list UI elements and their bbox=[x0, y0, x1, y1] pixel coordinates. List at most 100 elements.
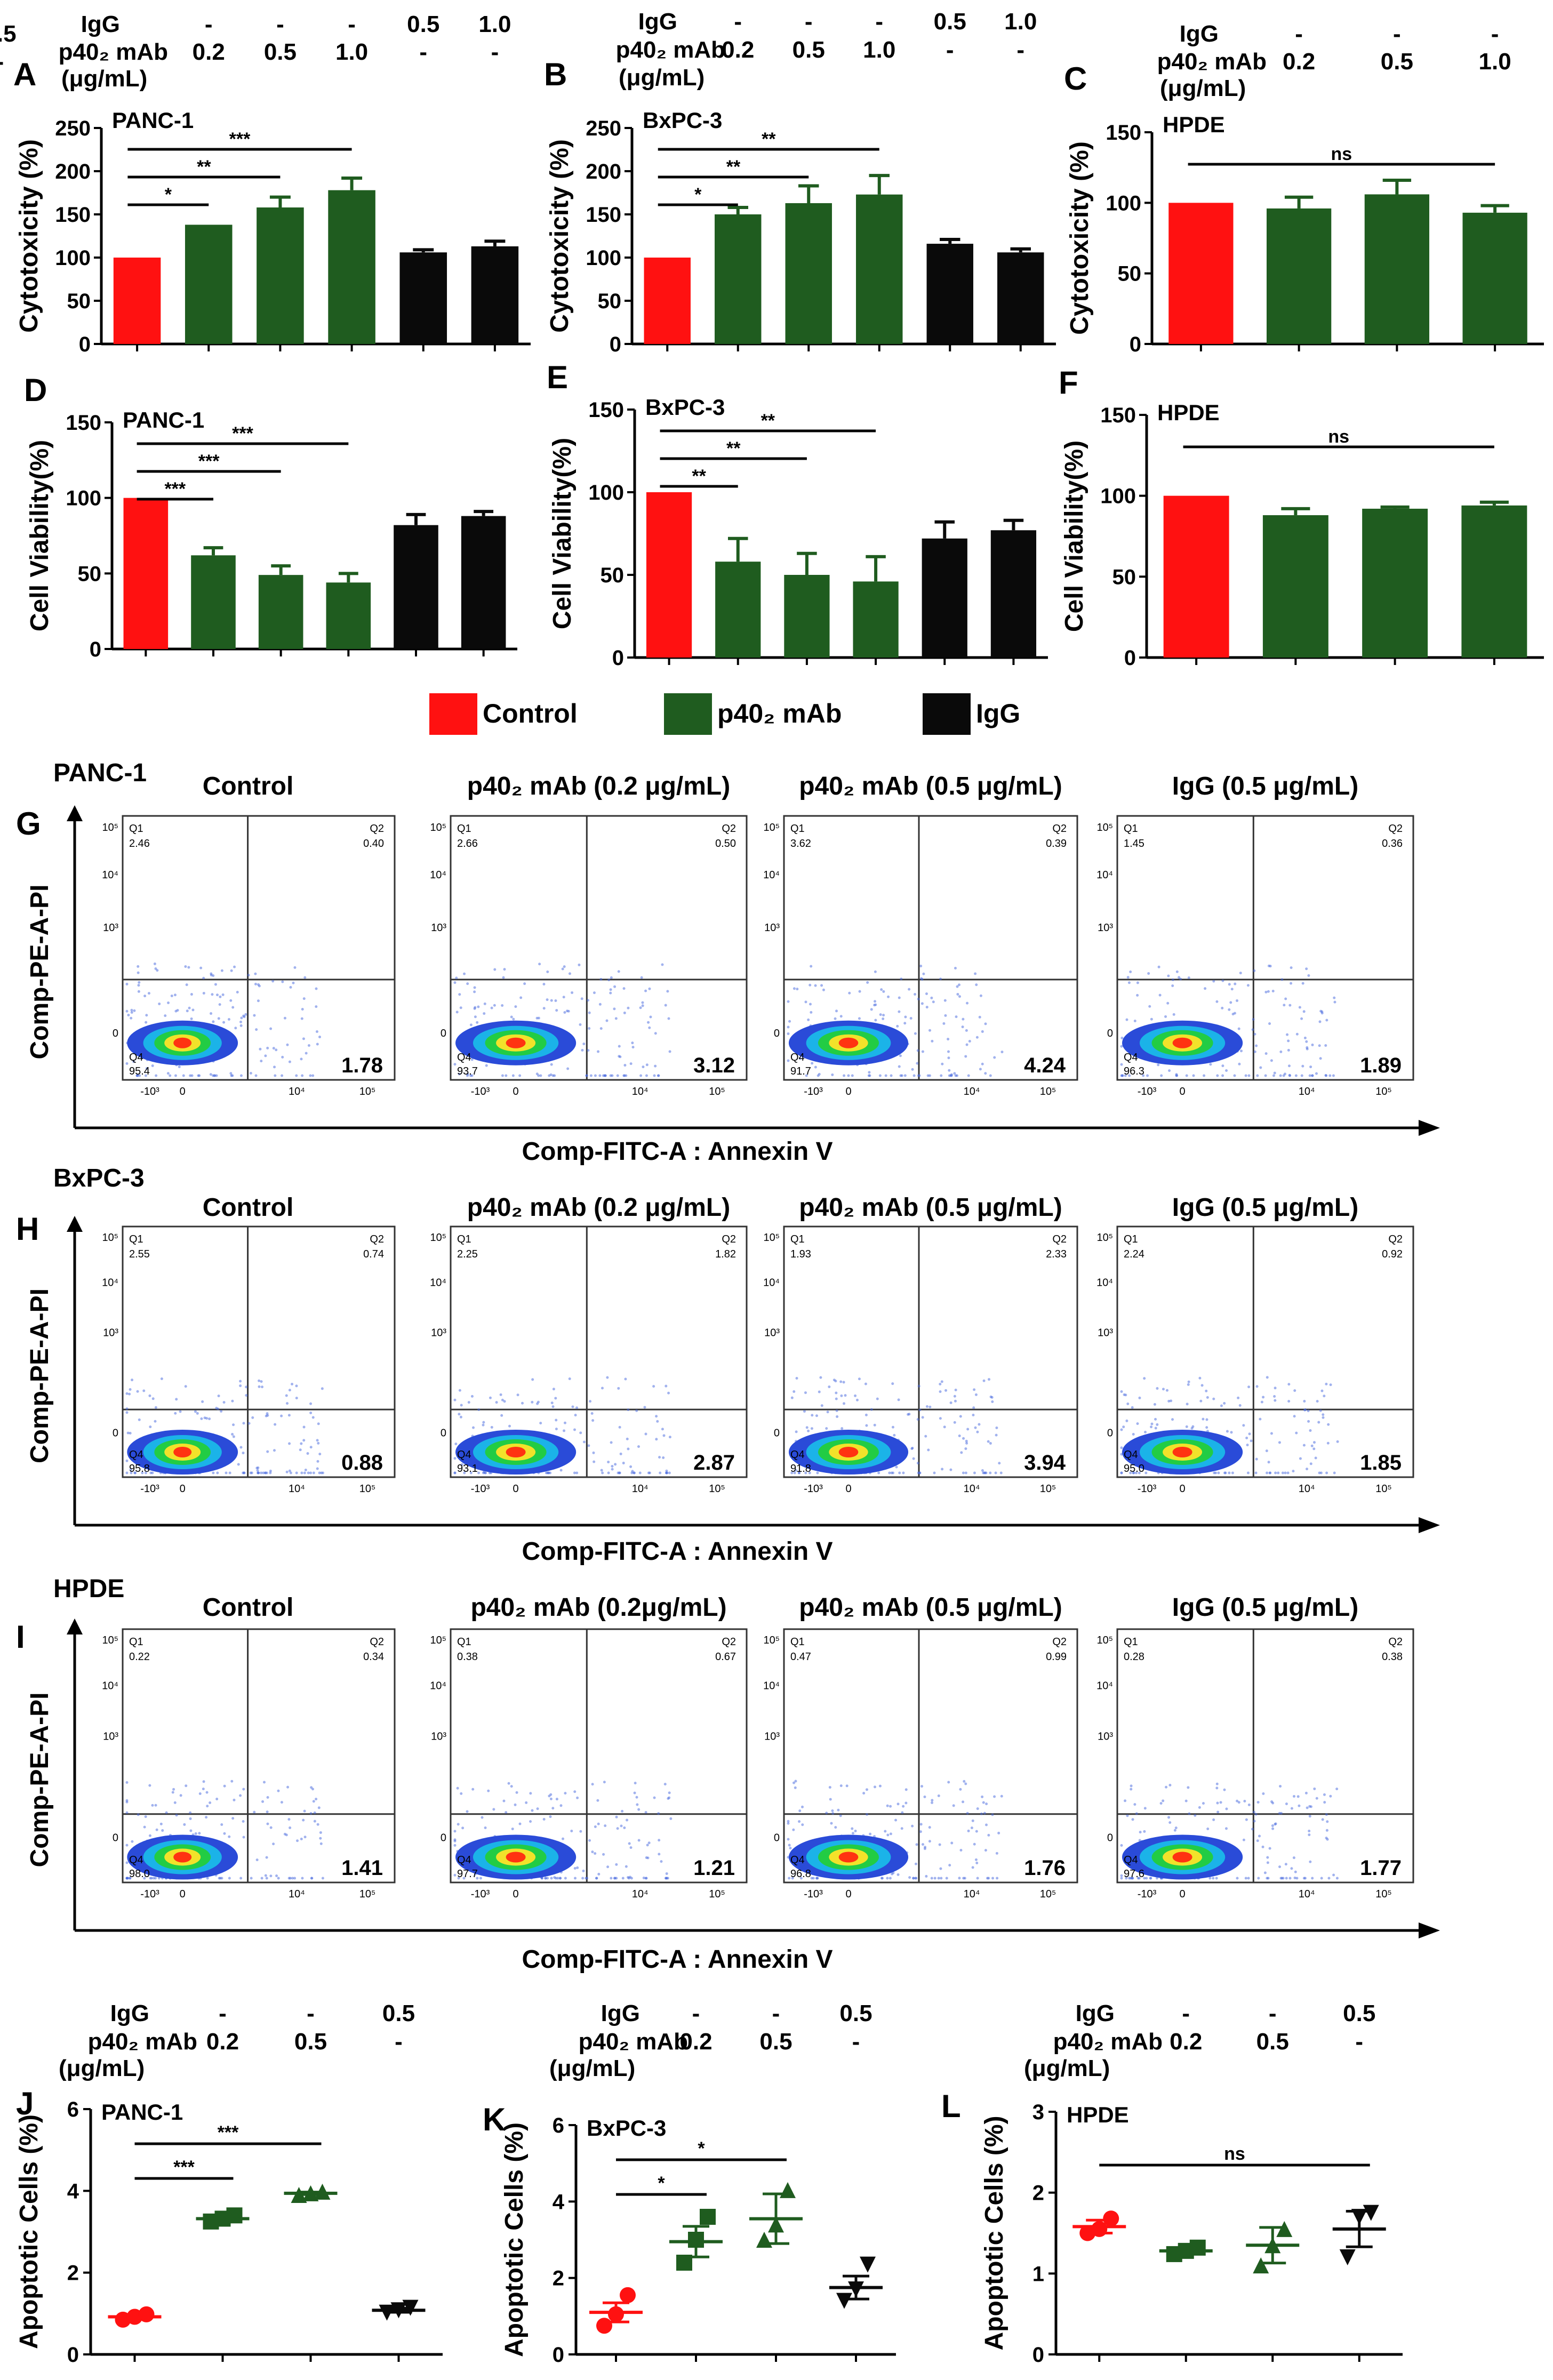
event-dot bbox=[647, 1021, 650, 1024]
density-contour bbox=[173, 1447, 192, 1457]
event-dot bbox=[145, 1067, 148, 1070]
y-tick-label: 50 bbox=[78, 562, 102, 586]
event-dot bbox=[998, 1462, 1001, 1465]
event-dot bbox=[239, 1020, 243, 1023]
event-dot bbox=[964, 1471, 967, 1475]
event-dot bbox=[239, 1384, 242, 1388]
event-dot bbox=[787, 1838, 790, 1841]
igg-row-label: IgG bbox=[601, 2000, 640, 2026]
legend: Control p40₂ mAb IgG bbox=[429, 693, 1020, 735]
event-dot bbox=[1274, 1387, 1277, 1390]
event-dot bbox=[461, 1826, 465, 1830]
y-axis-label: Cell Viability(%) bbox=[1060, 440, 1088, 632]
density-contour bbox=[173, 1852, 192, 1863]
event-dot bbox=[899, 1074, 902, 1077]
flow-panel-title: p40₂ mAb (0.5 μg/mL) bbox=[799, 1593, 1062, 1622]
event-dot bbox=[916, 1462, 919, 1465]
event-dot bbox=[1335, 1877, 1339, 1880]
event-dot bbox=[645, 1063, 649, 1067]
event-dot bbox=[289, 1471, 292, 1475]
event-dot bbox=[280, 1414, 283, 1417]
event-dot bbox=[216, 1471, 219, 1475]
igg-dose: - bbox=[1491, 21, 1499, 47]
quadrant-value-q4: 95.4 bbox=[129, 1065, 150, 1077]
x-tick-label: 0 bbox=[845, 1483, 851, 1495]
x-axis-arrow bbox=[1419, 1517, 1440, 1533]
event-dot bbox=[455, 976, 458, 980]
significance-label: * bbox=[165, 185, 172, 205]
quadrant-label-q1: Q1 bbox=[457, 823, 471, 835]
event-dot bbox=[1245, 1437, 1248, 1440]
event-dot bbox=[794, 1786, 797, 1789]
event-dot bbox=[1150, 1425, 1153, 1429]
event-dot bbox=[199, 966, 203, 969]
event-dot bbox=[993, 1056, 996, 1059]
event-dot bbox=[659, 1471, 662, 1475]
event-dot bbox=[933, 1877, 936, 1880]
data-point bbox=[226, 2207, 243, 2224]
unit-label: (μg/mL) bbox=[619, 65, 705, 91]
event-dot bbox=[319, 1842, 323, 1845]
event-dot bbox=[273, 1449, 276, 1452]
event-dot bbox=[154, 1804, 157, 1807]
event-dot bbox=[896, 1024, 899, 1028]
p40-dose: 0.5 bbox=[1256, 2029, 1289, 2055]
x-tick-label: -10³ bbox=[804, 1483, 823, 1495]
y-tick-label: 150 bbox=[55, 203, 91, 227]
event-dot bbox=[211, 993, 214, 996]
event-dot bbox=[460, 1463, 463, 1466]
event-dot bbox=[564, 1792, 567, 1795]
event-dot bbox=[640, 976, 643, 979]
event-dot bbox=[1309, 1462, 1312, 1465]
event-dot bbox=[1142, 1074, 1145, 1077]
y-axis-label: Apoptotic Cells (%) bbox=[980, 2116, 1008, 2351]
event-dot bbox=[1238, 1404, 1242, 1407]
event-dot bbox=[125, 1062, 129, 1065]
event-dot bbox=[1125, 1877, 1128, 1880]
event-dot bbox=[587, 999, 590, 1002]
significance-label: ns bbox=[1224, 2144, 1245, 2164]
event-dot bbox=[649, 1015, 652, 1019]
igg-dose: 0.5 bbox=[382, 2000, 415, 2026]
event-dot bbox=[965, 1439, 968, 1443]
y-tick-label: 150 bbox=[588, 398, 624, 422]
event-dot bbox=[843, 1402, 846, 1405]
event-dot bbox=[1259, 1417, 1262, 1421]
event-dot bbox=[258, 1379, 261, 1382]
event-dot bbox=[636, 1803, 639, 1806]
event-dot bbox=[539, 1422, 542, 1425]
event-dot bbox=[874, 1785, 877, 1789]
bar-control bbox=[1168, 203, 1234, 344]
event-dot bbox=[515, 1791, 518, 1794]
event-dot bbox=[940, 1074, 943, 1077]
event-dot bbox=[259, 1047, 262, 1051]
event-dot bbox=[891, 1872, 894, 1876]
p40-dose: 0.5 bbox=[264, 39, 297, 65]
event-dot bbox=[1292, 1795, 1295, 1798]
event-dot bbox=[1120, 1874, 1123, 1877]
event-dot bbox=[1242, 1424, 1245, 1427]
event-dot bbox=[660, 1860, 663, 1863]
bar-p40 bbox=[326, 582, 371, 649]
event-dot bbox=[245, 1394, 248, 1397]
y-tick-label: 0 bbox=[1107, 1028, 1113, 1039]
event-dot bbox=[1221, 1074, 1224, 1077]
event-dot bbox=[1295, 1032, 1299, 1036]
event-dot bbox=[130, 1008, 133, 1012]
bar-control bbox=[646, 492, 692, 658]
event-dot bbox=[130, 1471, 133, 1475]
event-dot bbox=[150, 1877, 153, 1880]
event-dot bbox=[1230, 1431, 1233, 1434]
event-dot bbox=[1320, 1877, 1323, 1880]
event-dot bbox=[899, 1054, 902, 1057]
event-dot bbox=[1247, 1804, 1251, 1807]
event-dot bbox=[787, 1822, 790, 1825]
data-point bbox=[848, 2281, 864, 2298]
y-tick-label: 250 bbox=[586, 117, 621, 140]
event-dot bbox=[789, 1847, 792, 1850]
event-dot bbox=[300, 1057, 303, 1061]
event-dot bbox=[928, 1405, 932, 1408]
event-dot bbox=[579, 1431, 582, 1435]
event-dot bbox=[145, 1014, 148, 1017]
